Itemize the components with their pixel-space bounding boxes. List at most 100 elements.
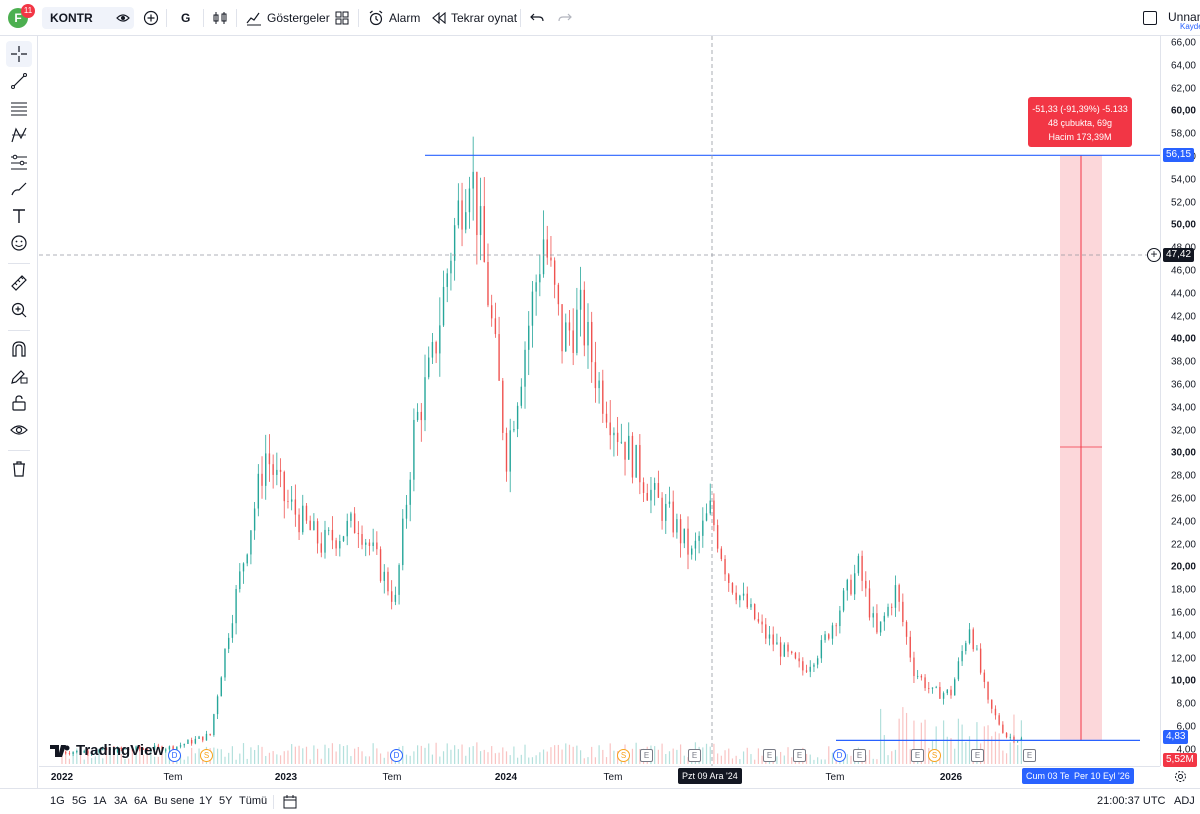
eye-icon[interactable] (116, 12, 130, 24)
clock[interactable]: 21:00:37 UTC (1097, 795, 1166, 807)
crosshair-tool[interactable] (6, 41, 32, 67)
add-alert-plus-icon[interactable]: + (1147, 248, 1161, 262)
event-marker-e[interactable]: E (640, 749, 653, 762)
text-tool[interactable] (6, 203, 32, 229)
volume-bar (254, 749, 256, 764)
candle-body (905, 622, 908, 637)
price-tick: 32,00 (1170, 425, 1196, 437)
candle-body (339, 541, 341, 549)
candle-body (283, 471, 285, 502)
adj-toggle[interactable]: ADJ (1174, 795, 1195, 807)
candle-body (328, 529, 330, 531)
candle-body (98, 749, 100, 753)
measure-tool[interactable] (6, 270, 32, 296)
event-marker-e[interactable]: E (971, 749, 984, 762)
range-6a[interactable]: 6A (134, 795, 148, 807)
volume-bar (116, 747, 119, 764)
range-1y[interactable]: 1Y (199, 795, 213, 807)
volume-bar (287, 750, 289, 764)
candle-body (942, 693, 945, 699)
chart-type-button[interactable] (212, 7, 228, 29)
layout-checkbox[interactable] (1143, 11, 1157, 25)
go-to-date-button[interactable] (283, 795, 297, 812)
pattern-tool[interactable] (6, 122, 32, 148)
alarm-label: Alarm (389, 11, 421, 25)
volume-bar (198, 748, 200, 764)
time-tick: 2022 (50, 772, 74, 783)
candle-body (402, 518, 404, 566)
brush-tool[interactable] (6, 176, 32, 202)
range-1a[interactable]: 1A (93, 795, 107, 807)
range-ytd[interactable]: Bu sene (154, 795, 195, 807)
redo-button[interactable] (558, 7, 572, 29)
indicators-button[interactable]: Göstergeler (246, 7, 330, 29)
volume-bar (742, 751, 745, 764)
candle-body (998, 715, 1000, 725)
compare-button[interactable] (143, 7, 159, 29)
fib-tool[interactable] (6, 95, 32, 121)
settings-gear-icon[interactable] (1174, 770, 1187, 788)
event-marker-d[interactable]: D (168, 749, 181, 762)
price-chart[interactable] (39, 36, 1160, 766)
candle-body (820, 640, 823, 659)
candle-body (361, 534, 363, 545)
time-axis[interactable]: 2022 Tem 2023 Tem 2024 Tem Tem 2026 (39, 766, 1160, 788)
divider (8, 263, 30, 264)
volume-bar (894, 749, 897, 764)
volume-bar (61, 750, 63, 764)
range-1g[interactable]: 1G (50, 795, 65, 807)
hide-drawings-tool[interactable] (6, 417, 32, 443)
alarm-button[interactable]: Alarm (368, 7, 420, 29)
zoom-tool[interactable] (6, 297, 32, 323)
event-marker-e[interactable]: E (763, 749, 776, 762)
volume-bar (346, 745, 348, 764)
event-marker-e[interactable]: E (793, 749, 806, 762)
lock-drawing-tool[interactable] (6, 363, 32, 389)
event-marker-s[interactable]: S (928, 749, 941, 762)
candle-body (1005, 732, 1008, 738)
indicators-label: Göstergeler (267, 11, 330, 25)
event-marker-d[interactable]: D (390, 749, 403, 762)
event-marker-s[interactable]: S (617, 749, 630, 762)
volume-bar (442, 751, 445, 764)
interval-button[interactable]: G (181, 11, 191, 25)
symbol-search[interactable]: KONTR (42, 7, 134, 29)
candle-body (483, 206, 485, 262)
emoji-tool[interactable] (6, 230, 32, 256)
save-label[interactable]: Kayde (1180, 22, 1200, 31)
trend-line-tool[interactable] (6, 68, 32, 94)
range-5y[interactable]: 5Y (219, 795, 233, 807)
event-marker-e[interactable]: E (688, 749, 701, 762)
chart-pane[interactable] (39, 36, 1160, 766)
candle-body (528, 325, 530, 350)
remove-drawings-tool[interactable] (6, 456, 32, 482)
layout-name[interactable]: Unnam (1168, 10, 1200, 24)
event-marker-e[interactable]: E (1023, 749, 1036, 762)
candle-body (816, 658, 819, 665)
divider (8, 450, 30, 451)
candle-body (209, 733, 211, 736)
range-3a[interactable]: 3A (114, 795, 128, 807)
range-all[interactable]: Tümü (239, 795, 268, 807)
candle-body (598, 380, 600, 389)
candle-body (479, 206, 482, 236)
undo-button[interactable] (530, 7, 544, 29)
event-marker-d[interactable]: D (833, 749, 846, 762)
range-5g[interactable]: 5G (72, 795, 87, 807)
lock-all-tool[interactable] (6, 390, 32, 416)
volume-bar (409, 755, 411, 764)
time-tick: Tem (825, 772, 845, 783)
event-marker-s[interactable]: S (200, 749, 213, 762)
prediction-tool[interactable] (6, 149, 32, 175)
volume-bar (124, 759, 126, 764)
event-marker-e[interactable]: E (853, 749, 866, 762)
ruler-icon (11, 275, 27, 291)
volume-bar (683, 755, 685, 764)
magnet-tool[interactable] (6, 336, 32, 362)
price-axis[interactable]: 66,0064,0062,0060,0058,0056,0054,0052,00… (1160, 36, 1200, 766)
volume-label: 5,52M (1163, 753, 1197, 767)
replay-button[interactable]: Tekrar oynat (432, 7, 517, 29)
templates-button[interactable] (335, 7, 349, 29)
event-marker-e[interactable]: E (911, 749, 924, 762)
price-tick: 22,00 (1170, 539, 1196, 551)
